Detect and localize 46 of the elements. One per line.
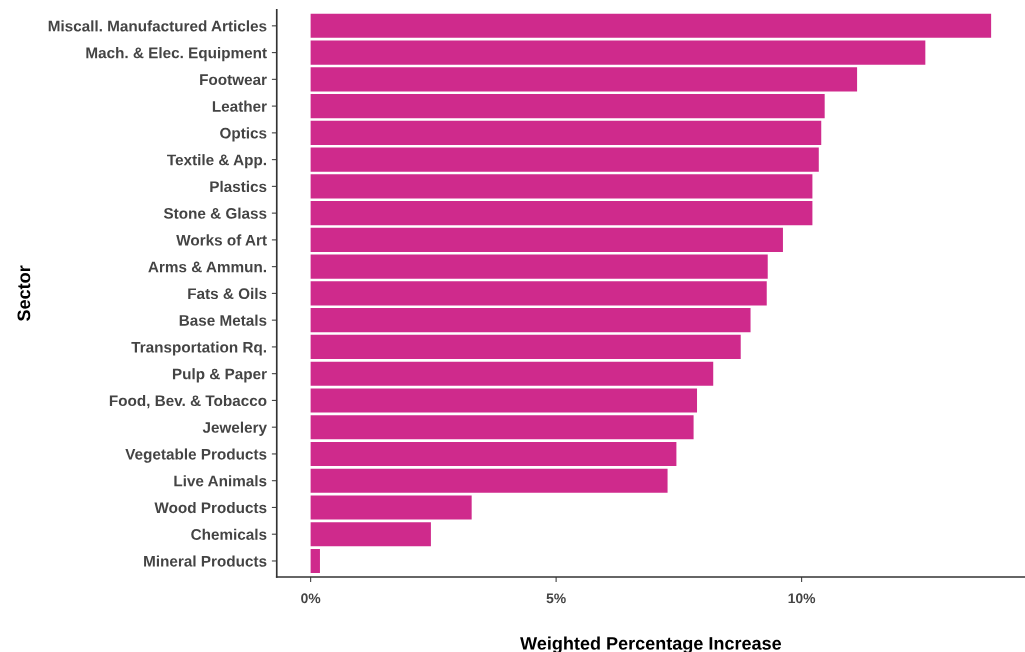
bar: [310, 13, 992, 38]
bar: [310, 227, 783, 252]
bar: [310, 308, 751, 333]
x-tick-label: 5%: [546, 593, 566, 604]
bar: [310, 361, 714, 386]
bar: [310, 147, 819, 172]
bar: [310, 40, 926, 65]
y-tick-label: Mach. & Elec. Equipment: [86, 47, 267, 62]
bar: [310, 94, 825, 119]
x-tick-label: 10%: [788, 593, 816, 604]
bar: [310, 495, 472, 520]
y-tick-label: Miscall. Manufactured Articles: [48, 20, 267, 32]
bar: [310, 334, 741, 359]
y-tick-label: Food, Bev. & Tobacco: [109, 394, 267, 409]
bar: [310, 468, 668, 493]
bar: [310, 254, 768, 279]
y-tick-label: Jewelery: [202, 421, 267, 436]
bar: [310, 67, 858, 92]
y-tick-label: Fats & Oils: [188, 287, 267, 300]
y-axis-title: Sector: [17, 265, 31, 321]
bar: [310, 415, 694, 440]
y-tick-label: Stone & Glass: [163, 207, 267, 219]
bar: [310, 522, 431, 547]
bar: [310, 388, 698, 413]
y-tick-label: Plastics: [210, 180, 267, 193]
y-tick-label: Vegetable Products: [125, 448, 267, 463]
y-tick-label: Arms & Ammun.: [148, 261, 266, 273]
y-tick-label: Pulp & Paper: [172, 368, 267, 383]
x-tick-label: 0%: [301, 593, 321, 604]
y-tick-label: Mineral Products: [144, 555, 267, 567]
y-tick-label: Transportation Rq.: [131, 341, 266, 356]
y-tick-label: Base Metals: [179, 314, 267, 326]
bar: [310, 441, 677, 466]
y-tick-label: Leather: [212, 100, 267, 112]
y-tick-label: Textile & App.: [167, 154, 266, 169]
y-tick-label: Works of Art: [176, 234, 267, 246]
bar: [310, 548, 320, 574]
y-tick-label: Optics: [220, 127, 267, 142]
bar: [310, 120, 822, 145]
y-tick-label: Wood Products: [154, 501, 267, 514]
y-tick-label: Chemicals: [191, 528, 267, 540]
bar: [310, 201, 813, 226]
bar: [310, 281, 767, 306]
y-tick-label: Footwear: [200, 74, 267, 86]
bar: [310, 174, 813, 199]
y-tick-label: Live Animals: [174, 475, 267, 487]
